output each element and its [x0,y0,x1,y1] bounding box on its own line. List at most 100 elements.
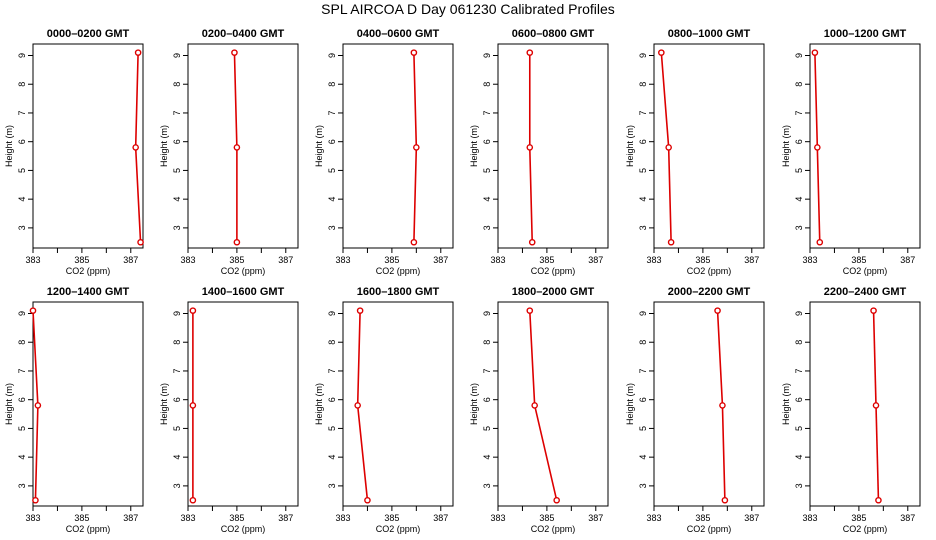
y-tick-label: 5 [794,168,804,173]
y-tick-label: 3 [172,483,182,488]
y-tick-label: 3 [17,225,27,230]
y-axis-label: Height (m) [4,125,14,167]
panel-title: 1200–1400 GMT [47,286,130,298]
profile-point [658,49,665,56]
y-tick-label: 8 [327,82,337,87]
x-tick-label: 383 [802,255,817,265]
y-tick-label: 4 [172,455,182,460]
x-tick-label: 383 [25,513,40,523]
y-tick-label: 8 [794,340,804,345]
panel-title: 1800–2000 GMT [512,286,595,298]
profile-point [189,402,197,409]
x-tick-label: 387 [433,255,448,265]
panel-title: 0800–1000 GMT [668,28,751,40]
x-axis-label: CO2 (ppm) [843,524,888,534]
y-tick-label: 6 [327,397,337,402]
y-tick-label: 9 [327,311,337,316]
x-axis-label: CO2 (ppm) [843,266,888,276]
y-tick-label: 6 [482,139,492,144]
y-tick-label: 4 [638,197,648,202]
y-axis-label: Height (m) [469,383,479,425]
y-tick-label: 9 [638,53,648,58]
x-tick-label: 387 [744,513,759,523]
x-tick-label: 387 [278,255,293,265]
y-tick-label: 6 [482,397,492,402]
panel-title: 0200–0400 GMT [202,28,285,40]
y-tick-label: 3 [327,483,337,488]
y-tick-label: 3 [17,483,27,488]
y-tick-label: 6 [17,397,27,402]
y-tick-label: 6 [17,139,27,144]
profile-point [528,238,536,246]
x-tick-label: 385 [851,513,866,523]
panel-title: 0600–0800 GMT [512,28,595,40]
x-axis-label: CO2 (ppm) [687,266,732,276]
profile-panel: 1200–1400 GMT 383 385 387 3 4 5 6 7 8 9 CO2 (ppm) He… [4,286,144,534]
profile-panel: 0200–0400 GMT 383 385 387 3 4 5 6 7 8 9 CO2 (ppm) He… [159,28,299,276]
profile-point [531,402,538,409]
y-tick-label: 5 [482,426,492,431]
profile-panel: 1000–1200 GMT 383 385 387 3 4 5 6 7 8 9 CO2 (ppm) He… [781,28,921,276]
x-axis-label: CO2 (ppm) [66,266,111,276]
x-tick-label: 387 [433,513,448,523]
y-tick-label: 7 [17,110,27,115]
y-tick-label: 9 [794,53,804,58]
panel-title: 1600–1800 GMT [357,286,440,298]
y-tick-label: 3 [794,225,804,230]
x-tick-label: 385 [229,255,244,265]
y-axis-label: Height (m) [314,383,324,425]
profile-panel: 1400–1600 GMT 383 385 387 3 4 5 6 7 8 9 CO2 (ppm) He… [159,286,299,534]
x-tick-label: 387 [588,513,603,523]
plot-frame [32,43,144,249]
profile-panel: 0600–0800 GMT 383 385 387 3 4 5 6 7 8 9 CO2 (ppm) He… [469,28,609,276]
y-tick-label: 7 [794,110,804,115]
x-tick-label: 385 [384,255,399,265]
profile-point [354,402,361,409]
x-tick-label: 383 [646,255,661,265]
y-axis-label: Height (m) [4,383,14,425]
panel-title: 0000–0200 GMT [47,28,130,40]
profile-point [29,307,37,314]
profile-point [189,307,197,314]
x-tick-label: 385 [74,255,89,265]
y-tick-label: 9 [482,53,492,58]
plot-frame [32,301,144,507]
x-tick-label: 387 [278,513,293,523]
profile-panel: 1800–2000 GMT 383 385 387 3 4 5 6 7 8 9 CO2 (ppm) He… [469,286,609,534]
x-tick-label: 387 [900,513,915,523]
y-tick-label: 5 [638,426,648,431]
plot-frame [187,301,299,507]
plot-frame [342,301,454,507]
x-axis-label: CO2 (ppm) [531,524,576,534]
profile-point [714,307,721,314]
y-tick-label: 9 [794,311,804,316]
x-axis-label: CO2 (ppm) [221,266,266,276]
x-tick-label: 387 [900,255,915,265]
y-tick-label: 9 [327,53,337,58]
y-axis-label: Height (m) [469,125,479,167]
y-tick-label: 8 [482,340,492,345]
profile-point [32,496,39,504]
profile-point [132,144,139,151]
y-tick-label: 7 [327,368,337,373]
y-axis-label: Height (m) [314,125,324,167]
y-tick-label: 3 [482,483,492,488]
y-tick-label: 6 [638,397,648,402]
y-tick-label: 3 [327,225,337,230]
profile-point [231,49,238,56]
y-tick-label: 8 [794,82,804,87]
y-axis-label: Height (m) [159,125,169,167]
figure-title: SPL AIRCOA D Day 061230 Calibrated Profi… [321,1,615,17]
y-axis-label: Height (m) [159,383,169,425]
panel-title: 2000–2200 GMT [668,286,751,298]
x-tick-label: 383 [180,513,195,523]
y-tick-label: 4 [638,455,648,460]
profile-point [410,49,418,56]
y-tick-label: 7 [17,368,27,373]
x-tick-label: 385 [539,513,554,523]
y-tick-label: 8 [17,340,27,345]
plot-frame [653,301,765,507]
profile-point [872,402,880,409]
x-tick-label: 385 [695,255,710,265]
